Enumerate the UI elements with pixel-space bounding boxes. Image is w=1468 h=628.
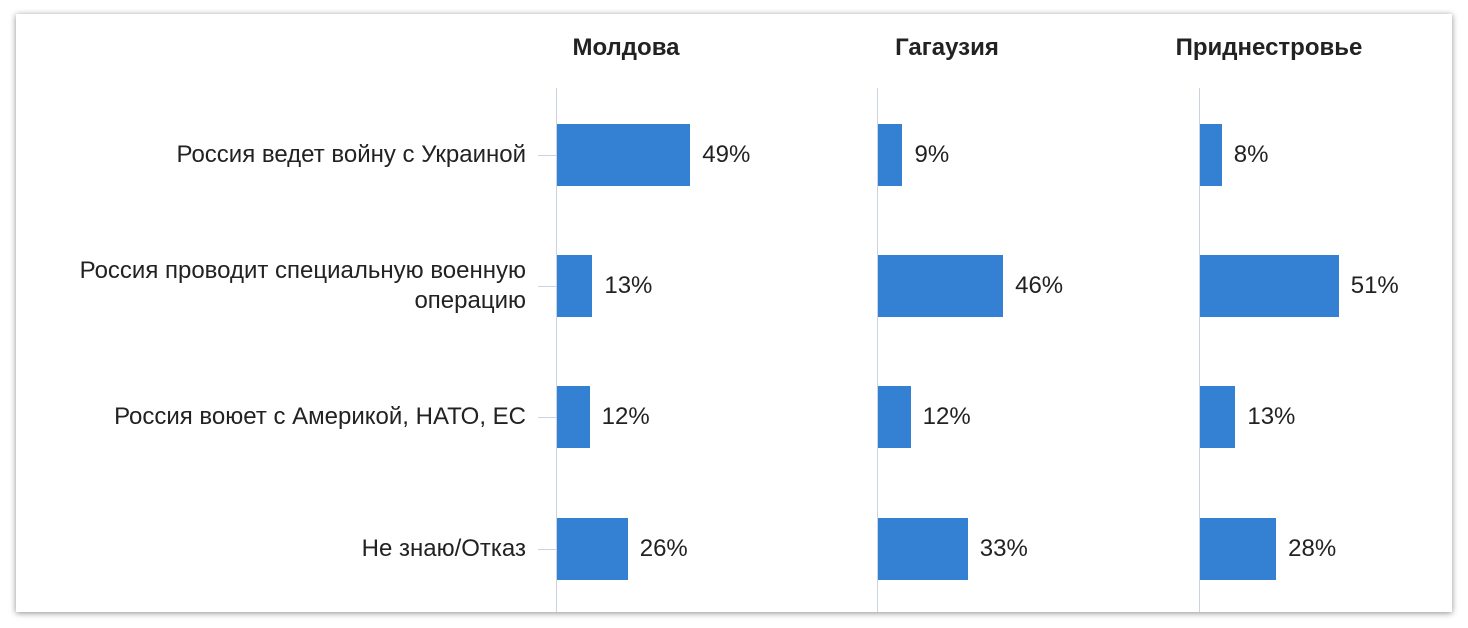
- bar: [878, 518, 968, 580]
- panel-title: Гагаузия: [895, 34, 999, 61]
- bar: [878, 124, 903, 186]
- bar: [557, 386, 590, 448]
- category-label: Россия ведет войну с Украиной: [176, 141, 527, 168]
- category-tick: [538, 155, 556, 156]
- value-label: 26%: [639, 535, 688, 562]
- value-label: 13%: [604, 272, 653, 299]
- value-label: 46%: [1015, 272, 1064, 299]
- category-label: Россия проводит специальную военную опер…: [79, 257, 526, 314]
- bar: [557, 124, 691, 186]
- bar: [1200, 518, 1277, 580]
- category-label: Россия воюет с Америкой, НАТО, ЕС: [114, 403, 526, 430]
- category-tick: [538, 286, 556, 287]
- chart: Россия ведет войну с Украиной Россия пров…: [16, 14, 1452, 612]
- value-label: 28%: [1288, 535, 1337, 562]
- bar: [878, 386, 911, 448]
- category-label: Не знаю/Отказ: [361, 535, 526, 562]
- axis-line: [1199, 88, 1200, 612]
- value-label: 12%: [922, 403, 971, 430]
- panel-title: Приднестровье: [1175, 34, 1363, 61]
- axis-line: [556, 88, 557, 612]
- bar: [1200, 255, 1339, 317]
- category-tick: [538, 417, 556, 418]
- value-label: 12%: [601, 403, 650, 430]
- panel-title: Молдова: [572, 34, 680, 61]
- bar: [878, 255, 1004, 317]
- value-label: 33%: [979, 535, 1028, 562]
- value-label: 13%: [1247, 403, 1296, 430]
- category-tick: [538, 549, 556, 550]
- value-label: 49%: [702, 141, 751, 168]
- value-label: 51%: [1350, 272, 1399, 299]
- axis-line: [877, 88, 878, 612]
- bar: [557, 255, 593, 317]
- bar: [557, 518, 628, 580]
- bar: [1200, 386, 1236, 448]
- value-label: 8%: [1233, 141, 1269, 168]
- bar: [1200, 124, 1222, 186]
- value-label: 9%: [914, 141, 950, 168]
